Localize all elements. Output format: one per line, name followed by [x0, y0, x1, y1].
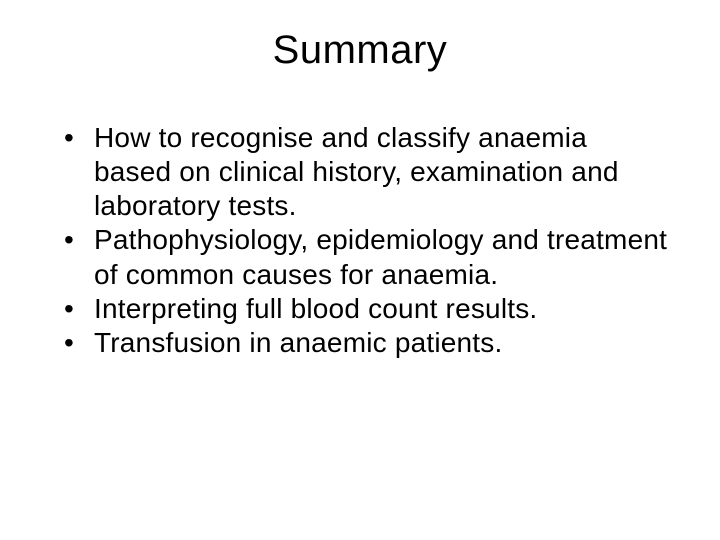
slide: Summary How to recognise and classify an… [0, 0, 720, 540]
slide-title: Summary [40, 28, 680, 73]
list-item: Pathophysiology, epidemiology and treatm… [64, 223, 670, 291]
list-item: Interpreting full blood count results. [64, 292, 670, 326]
list-item: Transfusion in anaemic patients. [64, 326, 670, 360]
bullet-list: How to recognise and classify anaemia ba… [40, 121, 680, 360]
list-item: How to recognise and classify anaemia ba… [64, 121, 670, 223]
